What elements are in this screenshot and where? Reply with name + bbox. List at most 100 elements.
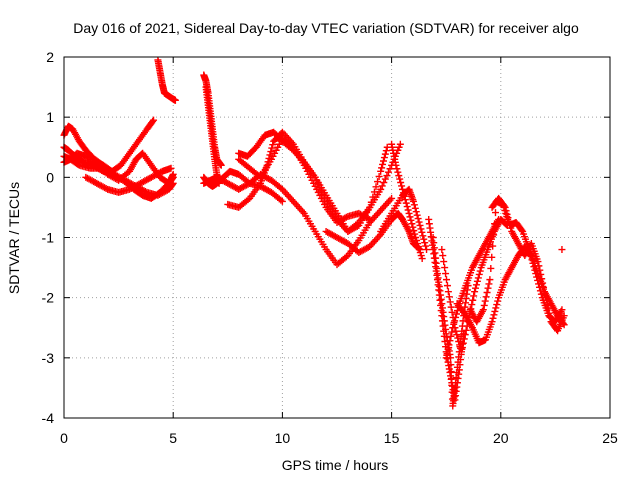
data-point-marker [398,182,406,190]
data-point-marker [415,218,423,226]
data-point-marker [457,348,465,356]
series-arc-20 [438,215,511,356]
data-point-marker [397,178,405,186]
data-point-marker [364,215,372,223]
data-point-marker [447,303,455,311]
data-point-marker [475,270,483,278]
series-arc-8 [202,83,223,187]
x-tick-label: 0 [60,430,68,446]
data-point-marker [491,209,499,217]
data-points [60,56,568,410]
data-point-marker [393,165,401,173]
data-point-marker [490,231,498,239]
data-point-marker [453,331,461,339]
data-point-marker [383,172,391,180]
data-point-marker [404,206,412,214]
data-point-marker [479,306,487,314]
data-point-marker [504,214,512,222]
data-point-marker [544,305,552,313]
data-point-marker [342,213,350,221]
x-tick-label: 10 [275,430,291,446]
data-point-marker [443,350,451,358]
data-point-marker [366,203,374,211]
data-point-marker [447,361,455,369]
data-point-marker [410,227,418,235]
data-point-marker [395,172,403,180]
data-point-marker [487,264,495,272]
x-tick-label: 25 [602,430,618,446]
data-point-marker [411,204,419,212]
data-point-marker [378,182,386,190]
data-point-marker [476,267,484,275]
data-point-marker [269,141,277,149]
data-point-marker [452,310,460,318]
data-point-marker [379,160,387,168]
series-arc-6 [154,56,179,104]
data-point-marker [536,266,544,274]
data-point-marker [460,335,468,343]
data-point-marker [317,187,325,195]
data-point-marker [442,354,450,362]
data-point-marker [473,277,481,285]
data-point-marker [443,276,451,284]
data-point-marker [442,270,450,278]
data-point-marker [380,154,388,162]
data-point-marker [462,326,470,334]
series-arc-23 [488,194,568,335]
data-point-marker [546,313,554,321]
data-point-marker [471,288,479,296]
data-point-marker [483,289,491,297]
data-point-marker [558,306,566,314]
data-point-marker [491,220,499,228]
data-point-marker [342,253,350,261]
data-point-marker [534,276,542,284]
data-point-marker [403,203,411,211]
data-point-marker [409,223,417,231]
data-point-marker [450,319,458,327]
data-point-marker [535,262,543,270]
data-point-marker [394,168,402,176]
x-tick-label: 5 [169,430,177,446]
data-point-marker [369,193,377,201]
data-point-marker [472,284,480,292]
data-point-marker [288,142,296,150]
data-point-marker [455,338,463,346]
data-point-marker [482,293,490,301]
data-point-marker [448,374,456,382]
data-point-marker [377,185,385,193]
y-tick-label: -1 [42,230,55,246]
data-point-marker [401,196,409,204]
data-point-marker [268,144,276,152]
data-point-marker [420,235,428,243]
data-point-marker [384,168,392,176]
data-point-marker [558,246,566,254]
data-point-marker [408,220,416,228]
data-point-marker [421,239,429,247]
data-point-marker [445,341,453,349]
y-tick-label: -4 [42,410,55,426]
data-point-marker [540,283,548,291]
data-point-marker [484,284,492,292]
data-point-marker [489,242,497,250]
data-point-marker [411,230,419,238]
data-point-marker [447,332,455,340]
data-point-marker [244,196,252,204]
data-point-marker [392,161,400,169]
y-tick-label: 0 [46,169,54,185]
data-point-marker [535,280,543,288]
series-arc-10 [200,170,396,269]
data-point-marker [451,324,459,332]
data-point-marker [486,276,494,284]
data-point-marker [506,221,514,229]
data-point-marker [492,304,500,312]
data-point-marker [381,150,389,158]
y-tick-label: -2 [42,290,55,306]
data-point-marker [490,311,498,319]
data-point-marker [409,197,417,205]
data-point-marker [149,117,157,125]
data-point-marker [480,301,488,309]
data-point-marker [489,314,497,322]
data-point-marker [167,164,175,172]
data-point-marker [491,307,499,315]
data-point-marker [481,297,489,305]
